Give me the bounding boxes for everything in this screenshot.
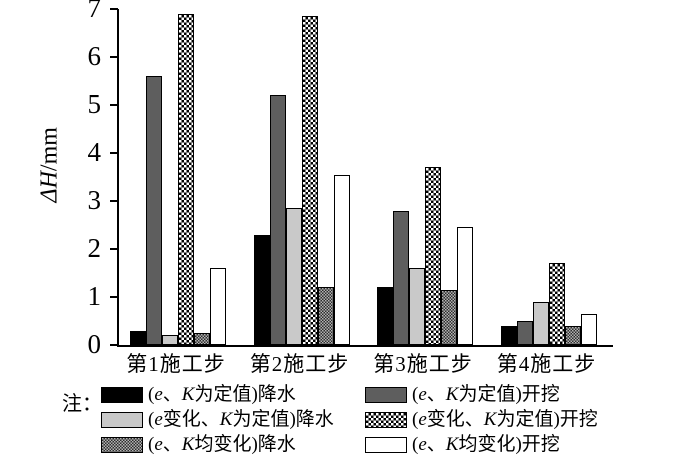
legend-label: (e、K均变化)降水 <box>148 434 296 455</box>
bar-s2-g1 <box>146 76 162 345</box>
bar-s2-g4 <box>516 321 533 345</box>
legend-label: (e、K为定值)降水 <box>148 384 296 405</box>
y-axis-tick-label: 0 <box>87 329 102 359</box>
bar-s3-g3 <box>409 268 425 345</box>
legend-label: (e、K均变化)开挖 <box>412 434 560 455</box>
y-axis-tick-label: 6 <box>87 41 102 71</box>
y-axis-tick <box>110 296 118 298</box>
bar-s5-g1 <box>194 333 210 345</box>
bar-s5-g3 <box>441 290 457 345</box>
bar-s3-g1 <box>162 335 178 345</box>
x-axis-category-label: 第4施工步 <box>496 352 597 376</box>
bar-s4-g3 <box>425 167 441 345</box>
x-axis-category-label: 第1施工步 <box>126 352 226 376</box>
legend-swatch-white-icon <box>365 437 407 453</box>
bar-s4-g2 <box>301 16 318 345</box>
legend-label: (e变化、K为定值)开挖 <box>412 409 598 430</box>
bar-s1-g4 <box>500 326 517 345</box>
legend-note-label: 注： <box>62 393 102 415</box>
bar-s3-g4 <box>532 302 549 345</box>
bar-s6-g2 <box>333 175 350 345</box>
legend-swatch-checker-icon <box>365 412 407 428</box>
bar-s2-g2 <box>269 95 286 345</box>
y-axis-tick-label: 4 <box>87 137 102 167</box>
y-axis-tick <box>110 152 118 154</box>
x-axis-category-label: 第3施工步 <box>373 352 473 376</box>
legend-label: (e变化、K为定值)降水 <box>148 409 334 430</box>
bar-s1-g3 <box>377 287 393 345</box>
x-axis-category-label: 第2施工步 <box>249 352 350 376</box>
bar-s5-g2 <box>317 287 334 345</box>
y-axis-tick <box>110 8 118 10</box>
y-axis-tick-label: 1 <box>87 281 102 311</box>
bar-s4-g1 <box>178 14 194 345</box>
y-axis-tick <box>110 344 118 346</box>
bar-s1-g1 <box>130 331 146 345</box>
bar-s6-g3 <box>457 227 473 345</box>
bar-s6-g4 <box>580 314 597 345</box>
y-axis-tick-label: 5 <box>87 89 102 119</box>
legend-swatch-weave-icon <box>101 437 143 453</box>
plot-area: 0 1 2 3 4 5 6 7 <box>88 0 613 359</box>
legend-label: (e、K为定值)开挖 <box>412 384 560 405</box>
y-axis-tick <box>110 248 118 250</box>
y-axis-tick <box>110 200 118 202</box>
bar-s4-g4 <box>548 263 565 345</box>
legend-swatch-darkgray-icon <box>365 387 407 403</box>
legend-swatch-black-icon <box>101 387 143 403</box>
bar-s3-g2 <box>285 208 302 345</box>
y-axis-tick-label: 2 <box>87 233 102 263</box>
bar-s6-g1 <box>210 268 226 345</box>
legend-swatch-lightgray-icon <box>101 412 143 428</box>
y-axis-tick <box>110 104 118 106</box>
y-axis-tick <box>110 56 118 58</box>
y-axis-tick-label: 7 <box>87 0 102 23</box>
bar-s2-g3 <box>393 211 409 345</box>
y-axis-tick-label: 3 <box>87 185 102 215</box>
bar-s1-g2 <box>253 235 270 345</box>
bar-s5-g4 <box>564 326 581 345</box>
